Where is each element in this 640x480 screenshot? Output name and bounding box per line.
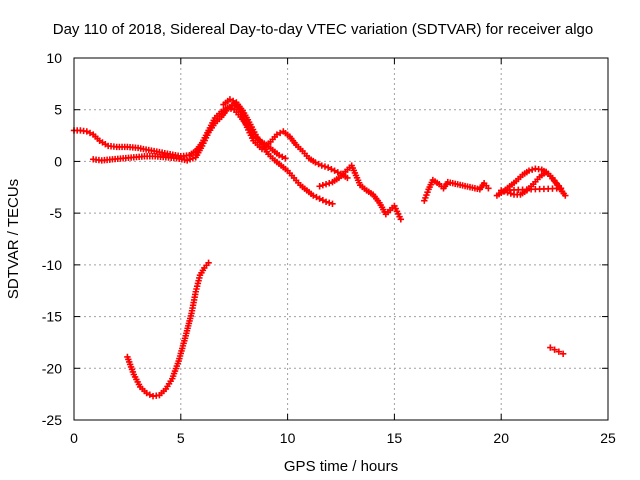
data-point bbox=[312, 159, 319, 166]
series-arc-mid-1 bbox=[316, 162, 405, 223]
data-point bbox=[551, 346, 558, 353]
data-point bbox=[316, 195, 323, 202]
data-point bbox=[326, 199, 333, 206]
data-point bbox=[326, 179, 333, 187]
x-axis-label: GPS time / hours bbox=[284, 458, 398, 475]
data-point bbox=[276, 129, 284, 137]
y-tick-label: -5 bbox=[50, 205, 63, 221]
series-arc-mid-3 bbox=[493, 165, 569, 199]
x-tick-label: 20 bbox=[493, 430, 509, 446]
data-point bbox=[501, 188, 508, 195]
data-point bbox=[397, 216, 405, 223]
data-point bbox=[282, 155, 289, 162]
y-tick-label: -20 bbox=[42, 360, 62, 376]
data-point bbox=[146, 391, 154, 398]
data-point bbox=[324, 164, 332, 171]
grid bbox=[74, 58, 608, 420]
data-points bbox=[70, 96, 569, 400]
x-tick-label: 15 bbox=[387, 430, 403, 446]
y-tick-label: -15 bbox=[42, 309, 62, 325]
data-point bbox=[328, 165, 335, 173]
y-tick-label: 5 bbox=[54, 102, 62, 118]
x-tick-label: 10 bbox=[280, 430, 296, 446]
y-tick-label: 0 bbox=[54, 153, 62, 169]
plot-frame bbox=[73, 57, 609, 421]
y-tick-label: -25 bbox=[42, 412, 62, 428]
x-tick-label: 5 bbox=[177, 430, 185, 446]
series-arc-right-low bbox=[547, 344, 567, 358]
data-point bbox=[313, 193, 320, 201]
data-point bbox=[319, 182, 327, 189]
x-tick-label: 25 bbox=[600, 430, 616, 446]
data-point bbox=[315, 160, 322, 168]
y-axis-label: SDTVAR / TECUs bbox=[5, 179, 22, 299]
data-point bbox=[555, 348, 563, 355]
data-point bbox=[322, 180, 330, 188]
data-point bbox=[322, 198, 330, 205]
data-point bbox=[321, 163, 329, 170]
data-point bbox=[485, 185, 492, 192]
data-point bbox=[562, 192, 569, 199]
data-point bbox=[559, 350, 567, 358]
data-point bbox=[279, 153, 286, 160]
data-point bbox=[143, 389, 150, 397]
data-point bbox=[83, 128, 91, 135]
data-point bbox=[334, 169, 341, 176]
data-point bbox=[344, 174, 351, 182]
data-point bbox=[329, 200, 336, 208]
data-point bbox=[547, 344, 554, 351]
data-point bbox=[498, 187, 505, 194]
data-point bbox=[86, 129, 94, 137]
data-point bbox=[504, 189, 511, 196]
data-point bbox=[275, 152, 283, 159]
data-point bbox=[229, 97, 237, 105]
y-tick-label: -10 bbox=[42, 257, 62, 273]
series-arc-high-3 bbox=[220, 96, 336, 208]
data-point bbox=[316, 183, 323, 190]
data-point bbox=[319, 197, 327, 204]
data-point bbox=[226, 96, 234, 103]
data-point bbox=[525, 167, 533, 174]
series-arc-low bbox=[124, 259, 212, 400]
data-point bbox=[205, 259, 212, 266]
data-point bbox=[310, 192, 317, 199]
data-point bbox=[507, 190, 515, 197]
data-point bbox=[273, 131, 281, 138]
series-arc-high-2 bbox=[90, 100, 351, 182]
y-tick-label: 10 bbox=[46, 50, 62, 66]
x-tick-label: 0 bbox=[70, 430, 78, 446]
data-point bbox=[528, 166, 536, 173]
data-point bbox=[318, 162, 325, 169]
series-arc-mid-2 bbox=[421, 176, 492, 204]
data-point bbox=[331, 167, 338, 174]
chart-title: Day 110 of 2018, Sidereal Day-to-day VTE… bbox=[53, 21, 594, 38]
ticks: 0 5 10 15 20 25 10 5 0 -5 -10 -15 -20 -25 bbox=[42, 50, 616, 446]
